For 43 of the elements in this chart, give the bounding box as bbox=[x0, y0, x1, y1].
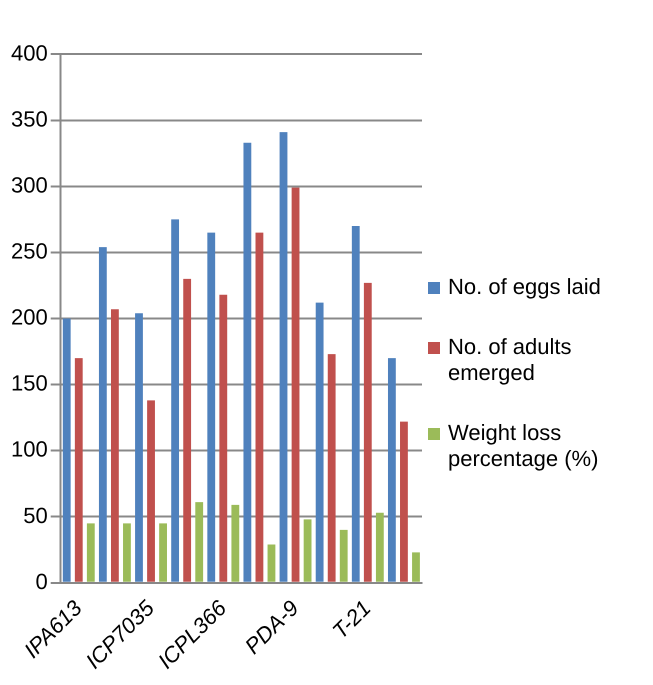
bar bbox=[243, 142, 252, 582]
y-tick-label: 0 bbox=[35, 568, 48, 594]
bar bbox=[159, 523, 167, 582]
bar bbox=[352, 226, 360, 582]
bar bbox=[280, 132, 288, 582]
bar bbox=[123, 523, 131, 582]
bar bbox=[171, 219, 180, 582]
y-tick-label: 300 bbox=[10, 172, 48, 198]
bar bbox=[74, 358, 83, 582]
bar bbox=[292, 188, 300, 582]
bar bbox=[316, 302, 324, 582]
y-tick-label: 200 bbox=[10, 304, 48, 330]
bar bbox=[86, 523, 95, 582]
bar bbox=[183, 278, 192, 582]
bar bbox=[62, 318, 71, 582]
legend-label: No. of adults emerged bbox=[448, 334, 573, 386]
legend-label: Weight loss percentage (%) bbox=[448, 420, 600, 472]
y-tick-label: 100 bbox=[10, 436, 48, 462]
y-tick-label: 350 bbox=[10, 106, 48, 132]
bar bbox=[207, 232, 216, 582]
y-tick-label: 50 bbox=[23, 502, 48, 528]
bar bbox=[135, 313, 143, 582]
bar bbox=[268, 544, 276, 582]
legend-label: No. of eggs laid bbox=[448, 274, 601, 300]
bar bbox=[231, 504, 240, 582]
bar bbox=[364, 282, 372, 582]
bar bbox=[412, 552, 420, 582]
bar bbox=[376, 512, 384, 582]
bar bbox=[98, 247, 107, 582]
bar bbox=[328, 354, 336, 582]
y-tick-label: 250 bbox=[10, 238, 48, 264]
bar bbox=[340, 530, 348, 582]
y-tick-label: 400 bbox=[10, 40, 48, 66]
bar bbox=[256, 232, 264, 582]
x-tick-label: T-21 bbox=[327, 595, 376, 644]
bar bbox=[110, 309, 119, 582]
bar bbox=[388, 358, 396, 582]
bar bbox=[147, 400, 155, 582]
bar bbox=[400, 422, 408, 582]
bar bbox=[304, 519, 312, 582]
bar bbox=[219, 294, 228, 582]
bar bbox=[195, 502, 204, 582]
y-tick-label: 150 bbox=[10, 370, 48, 396]
